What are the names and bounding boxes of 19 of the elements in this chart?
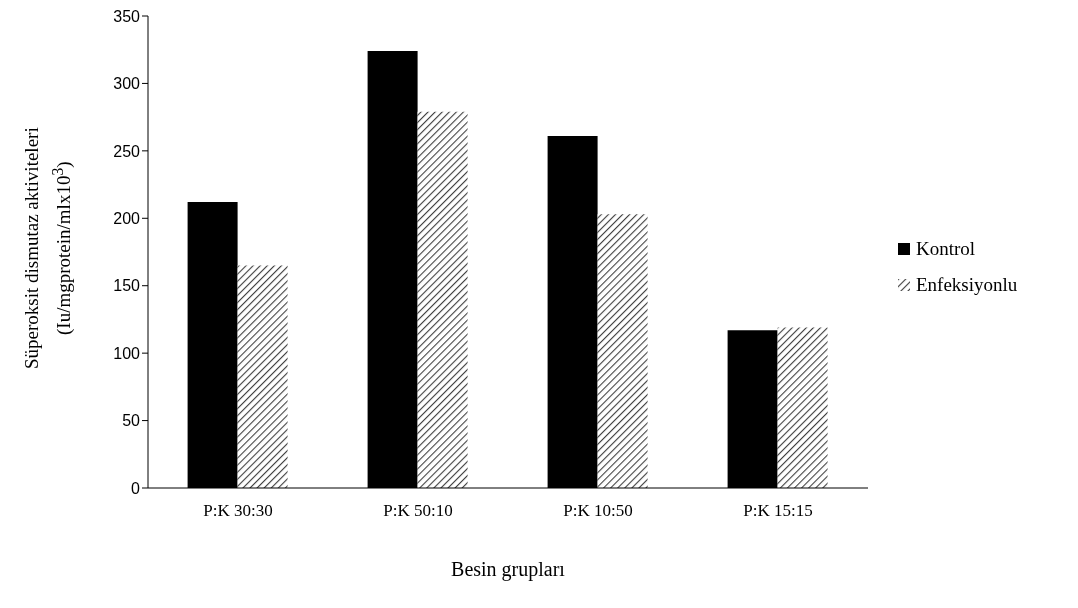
legend-label: Kontrol bbox=[916, 238, 976, 260]
x-tick-label: P:K 30:30 bbox=[203, 501, 273, 521]
x-tick-label: P:K 50:10 bbox=[383, 501, 453, 521]
bar bbox=[237, 265, 288, 488]
x-tick-label: P:K 15:15 bbox=[743, 501, 813, 521]
y-tick-label: 0 bbox=[131, 479, 141, 497]
x-axis-title: Besin grupları bbox=[450, 558, 566, 581]
bar bbox=[777, 327, 828, 488]
y-tick-label: 100 bbox=[113, 344, 141, 362]
y-tick-label: 250 bbox=[113, 142, 141, 160]
y-tick-label: 150 bbox=[113, 277, 141, 295]
x-tick-label: P:K 10:50 bbox=[563, 501, 633, 521]
y-tick-label: 200 bbox=[113, 209, 141, 227]
y-tick-label: 300 bbox=[113, 75, 141, 93]
y-tick-label: 350 bbox=[113, 7, 141, 25]
bar bbox=[417, 111, 468, 488]
legend-label: Enfeksiyonlu bbox=[916, 274, 1018, 296]
y-tick-label: 50 bbox=[122, 412, 141, 430]
bar bbox=[597, 214, 648, 488]
